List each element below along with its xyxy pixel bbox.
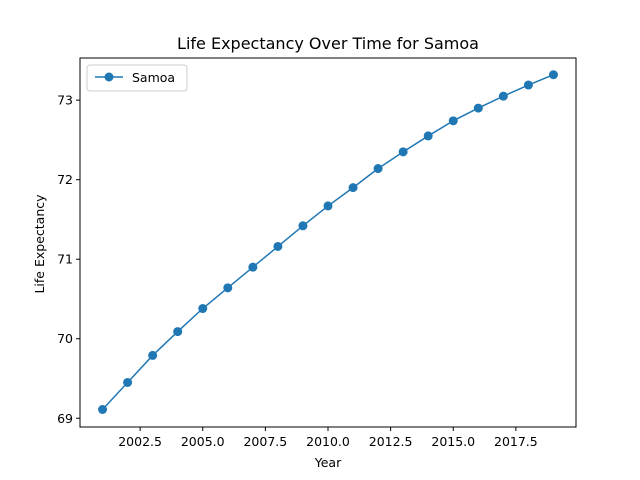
data-point-samoa xyxy=(98,405,108,415)
legend-marker-samoa xyxy=(104,72,114,82)
data-point-samoa xyxy=(348,183,358,193)
legend-label-samoa: Samoa xyxy=(132,70,175,85)
x-axis-label: Year xyxy=(314,455,342,470)
data-point-samoa xyxy=(448,116,458,126)
data-point-samoa xyxy=(473,103,483,113)
data-point-samoa xyxy=(173,327,183,337)
legend-box xyxy=(86,64,188,92)
y-tick-label: 72 xyxy=(57,172,73,187)
data-point-samoa xyxy=(423,131,433,141)
data-point-samoa xyxy=(123,377,133,387)
data-point-samoa xyxy=(548,70,558,80)
data-point-samoa xyxy=(373,164,383,174)
y-axis-ticks: 69 70 71 72 73 xyxy=(57,93,80,426)
plot-area xyxy=(98,70,558,415)
x-tick-label: 2005.0 xyxy=(181,434,225,449)
data-point-samoa xyxy=(498,91,508,101)
x-tick-label: 2010.0 xyxy=(306,434,350,449)
x-tick-label: 2015.0 xyxy=(431,434,475,449)
data-point-samoa xyxy=(273,241,283,251)
data-point-samoa xyxy=(323,201,333,211)
y-tick-label: 73 xyxy=(57,93,73,108)
data-point-samoa xyxy=(198,304,208,314)
x-tick-label: 2012.5 xyxy=(369,434,413,449)
data-point-samoa xyxy=(223,283,233,293)
axes-frame xyxy=(79,57,577,428)
y-tick-label: 70 xyxy=(57,331,73,346)
x-tick-label: 2017.5 xyxy=(494,434,538,449)
data-point-samoa xyxy=(523,80,533,90)
legend: Samoa xyxy=(86,64,188,92)
data-point-samoa xyxy=(148,350,158,360)
y-tick-label: 71 xyxy=(57,252,73,267)
y-axis-label: Life Expectancy xyxy=(32,194,47,294)
chart-title: Life Expectancy Over Time for Samoa xyxy=(177,34,479,53)
x-axis-ticks: 2002.5 2005.0 2007.5 2010.0 2012.5 2015.0 2017… xyxy=(118,427,538,449)
data-point-samoa xyxy=(298,221,308,231)
x-tick-label: 2007.5 xyxy=(243,434,287,449)
data-point-samoa xyxy=(398,147,408,157)
x-tick-label: 2002.5 xyxy=(118,434,162,449)
y-tick-label: 69 xyxy=(57,411,73,426)
data-point-samoa xyxy=(248,262,258,272)
